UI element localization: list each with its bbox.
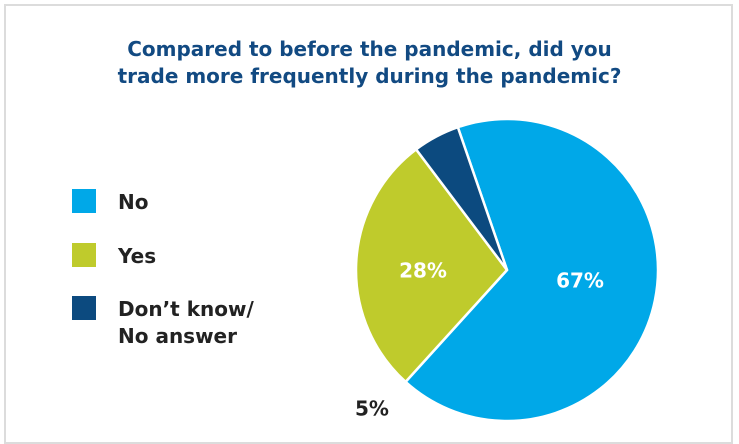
- legend-swatch-no: [72, 189, 96, 213]
- chart-title-line-1: Compared to before the pandemic, did you: [127, 37, 612, 61]
- legend-label-no: No: [118, 190, 149, 214]
- slice-label-yes: 28%: [399, 259, 447, 283]
- legend-swatch-dont-know: [72, 296, 96, 320]
- pie-slice-dont-know: [414, 125, 509, 272]
- chart-title: Compared to before the pandemic, did you…: [40, 36, 699, 90]
- legend-item-yes: Yes: [72, 243, 298, 270]
- legend-label-yes: Yes: [118, 244, 157, 268]
- slice-label-no: 67%: [556, 269, 604, 293]
- legend-label-dont-know-line-2: No answer: [118, 324, 237, 348]
- pie-chart: 67% 28% 5%: [354, 117, 660, 423]
- pie-slice-yes: [354, 148, 509, 384]
- legend-label-dont-know: Don’t know/ No answer: [118, 296, 298, 350]
- legend-label-dont-know-line-1: Don’t know/: [118, 297, 254, 321]
- slice-label-dont-know: 5%: [355, 397, 389, 421]
- legend-swatch-yes: [72, 243, 96, 267]
- chart-title-line-2: trade more frequently during the pandemi…: [117, 64, 622, 88]
- legend-item-no: No: [72, 189, 298, 216]
- pie-slice-no: [404, 117, 660, 423]
- legend-item-dont-know: Don’t know/ No answer: [72, 296, 298, 350]
